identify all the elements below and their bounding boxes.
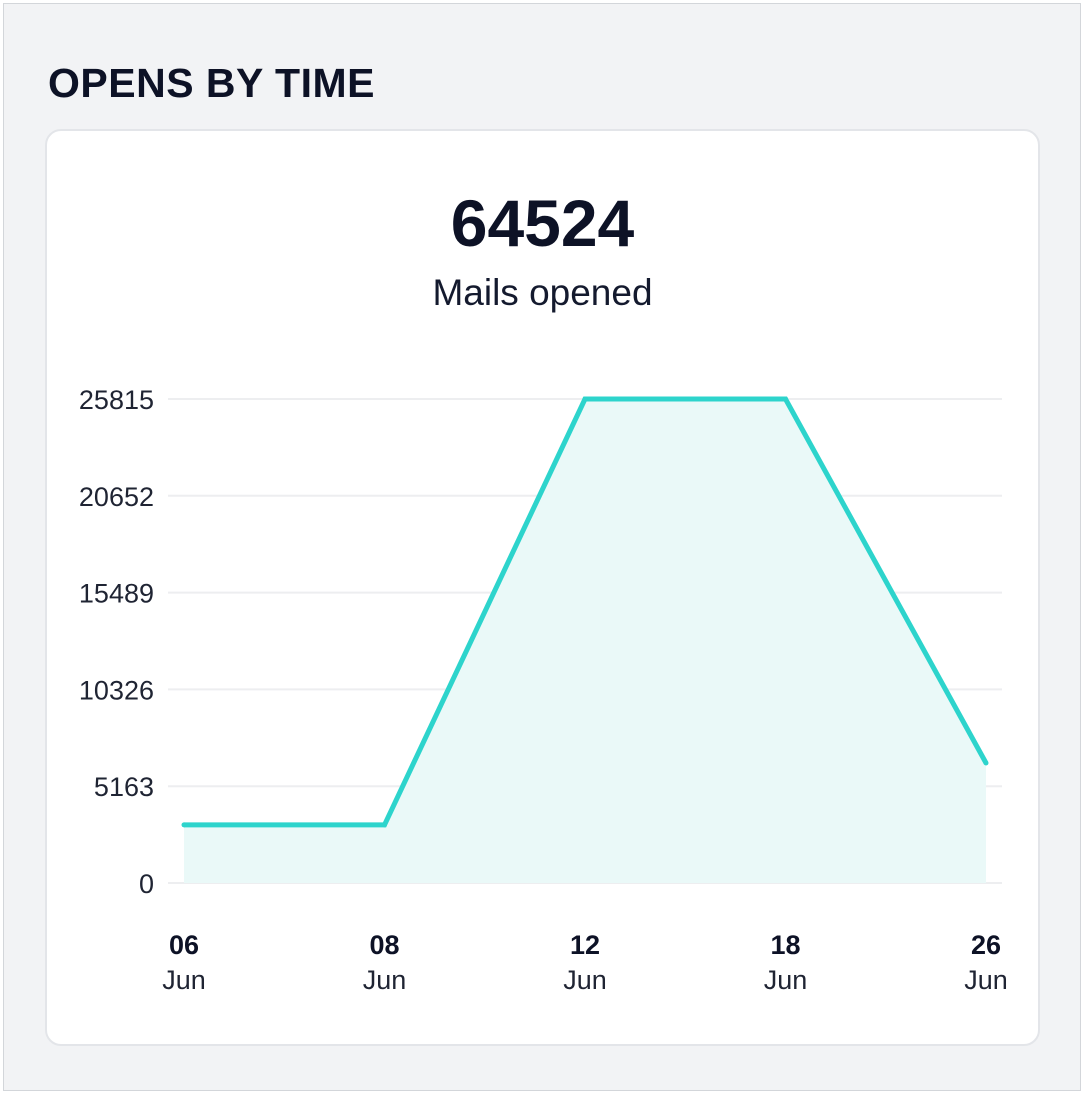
x-tick-month: Jun xyxy=(363,965,407,995)
chart-card: 64524 Mails opened 0 5163 10326 15489 20652 2… xyxy=(45,129,1040,1046)
x-tick-month: Jun xyxy=(563,965,607,995)
x-tick-month: Jun xyxy=(964,965,1008,995)
data-point xyxy=(783,396,788,402)
x-tick-day: 18 xyxy=(770,930,800,960)
total-opens-value: 64524 xyxy=(450,186,635,260)
y-tick-label: 25815 xyxy=(79,385,154,415)
y-tick-label: 20652 xyxy=(79,482,154,512)
area-layer xyxy=(181,396,989,883)
y-tick-label: 15489 xyxy=(79,579,154,609)
opens-area-chart: 0 5163 10326 15489 20652 25815 06 Jun 08 Jun 12 Ju… xyxy=(79,385,1008,995)
data-point xyxy=(181,822,187,828)
x-tick-day: 26 xyxy=(971,930,1001,960)
series-area xyxy=(184,399,986,883)
data-point xyxy=(382,822,387,828)
y-tick-label: 5163 xyxy=(94,772,154,802)
y-tick-label: 10326 xyxy=(79,675,154,705)
x-tick-month: Jun xyxy=(162,965,206,995)
data-point xyxy=(582,396,588,402)
data-point xyxy=(983,760,989,766)
x-axis: 06 Jun 08 Jun 12 Jun 18 Jun 26 Jun xyxy=(162,930,1008,995)
total-opens-label: Mails opened xyxy=(432,272,653,313)
x-tick-day: 12 xyxy=(570,930,600,960)
x-tick-day: 06 xyxy=(169,930,199,960)
section-title: OPENS BY TIME xyxy=(48,60,375,106)
x-tick-day: 08 xyxy=(369,930,399,960)
y-tick-label: 0 xyxy=(139,869,154,899)
x-tick-month: Jun xyxy=(764,965,808,995)
y-axis: 0 5163 10326 15489 20652 25815 xyxy=(79,385,154,899)
